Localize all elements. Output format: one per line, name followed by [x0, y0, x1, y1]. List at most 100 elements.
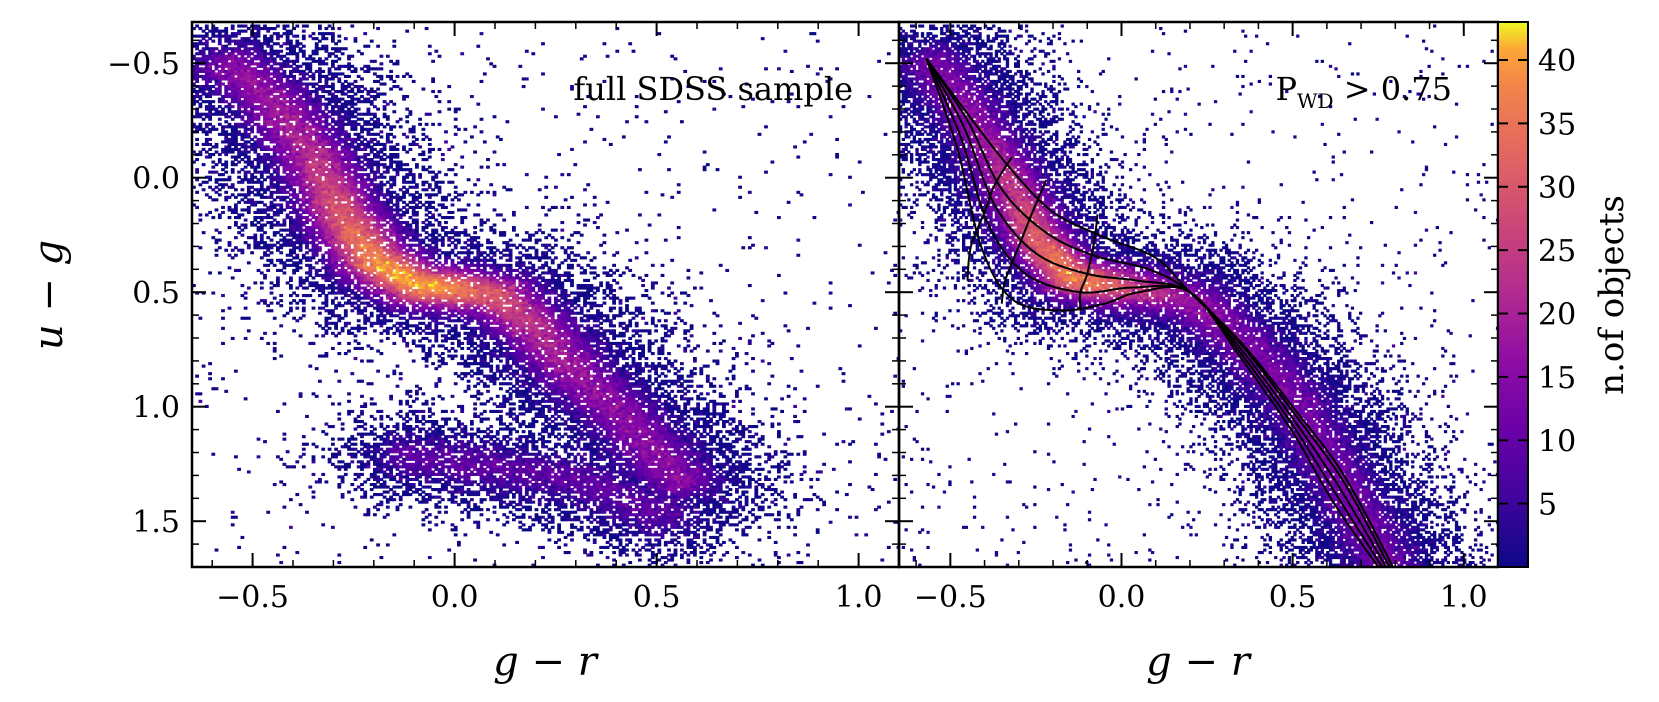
- heatmap-cell: [305, 276, 309, 280]
- heatmap-cell: [214, 185, 219, 189]
- heatmap-cell: [266, 170, 271, 174]
- heatmap-cell: [356, 74, 361, 78]
- heatmap-cell: [308, 155, 313, 159]
- heatmap-cell: [321, 180, 326, 184]
- heatmap-cell: [337, 263, 342, 267]
- heatmap-cell: [301, 221, 306, 225]
- heatmap-cell: [292, 208, 296, 212]
- heatmap-cell: [334, 198, 338, 202]
- heatmap-cell: [311, 185, 316, 189]
- heatmap-cell: [392, 372, 397, 376]
- heatmap-cell: [266, 135, 271, 139]
- heatmap-cell: [311, 243, 316, 247]
- heatmap-cell: [259, 145, 264, 149]
- heatmap-cell: [253, 24, 258, 28]
- heatmap-cell: [337, 437, 342, 441]
- heatmap-cell: [269, 261, 274, 265]
- heatmap-cell: [331, 243, 335, 247]
- heatmap-cell: [385, 500, 390, 504]
- heatmap-cell: [369, 359, 374, 363]
- heatmap-cell: [305, 135, 309, 139]
- heatmap-cell: [227, 178, 232, 182]
- heatmap-cell: [314, 175, 319, 179]
- heatmap-cell: [282, 102, 287, 106]
- heatmap-cell: [269, 82, 274, 86]
- heatmap-cell: [318, 69, 322, 73]
- heatmap-cell: [298, 147, 303, 151]
- heatmap-cell: [321, 447, 326, 451]
- heatmap-cell: [263, 216, 267, 220]
- heatmap-cell: [263, 100, 267, 104]
- heatmap-cell: [324, 218, 329, 222]
- heatmap-cell: [324, 132, 329, 136]
- heatmap-cell: [253, 82, 258, 86]
- heatmap-cell: [367, 569, 371, 572]
- heatmap-cell: [324, 271, 329, 275]
- heatmap-cell: [285, 311, 290, 315]
- heatmap-cell: [211, 236, 216, 240]
- heatmap-cell: [234, 236, 238, 240]
- heatmap-cell: [289, 248, 293, 252]
- heatmap-cell: [321, 223, 326, 227]
- heatmap-cell: [211, 188, 216, 192]
- heatmap-cell: [318, 180, 322, 184]
- heatmap-cell: [347, 266, 351, 270]
- heatmap-cell: [324, 147, 329, 151]
- heatmap-cell: [224, 130, 229, 134]
- heatmap-cell: [217, 74, 222, 78]
- heatmap-cell: [347, 57, 351, 61]
- heatmap-cell: [201, 231, 206, 235]
- heatmap-cell: [240, 233, 245, 237]
- heatmap-cell: [305, 137, 309, 141]
- heatmap-cell: [289, 102, 293, 106]
- heatmap-cell: [314, 218, 319, 222]
- heatmap-cell: [308, 178, 313, 182]
- heatmap-cell: [376, 125, 380, 129]
- heatmap-cell: [311, 59, 316, 63]
- heatmap-cell: [243, 200, 248, 204]
- heatmap-cell: [318, 59, 322, 63]
- heatmap-cell: [240, 125, 245, 129]
- heatmap-cell: [324, 352, 329, 356]
- heatmap-cell: [276, 213, 280, 217]
- heatmap-cell: [298, 223, 303, 227]
- heatmap-cell: [337, 190, 342, 194]
- heatmap-cell: [408, 130, 413, 134]
- heatmap-cell: [408, 253, 413, 257]
- heatmap-cell: [327, 457, 332, 461]
- heatmap-cell: [269, 185, 274, 189]
- heatmap-cell: [376, 44, 380, 48]
- heatmap-cell: [356, 485, 361, 489]
- heatmap-cell: [217, 216, 222, 220]
- heatmap-cell: [331, 273, 335, 277]
- heatmap-cell: [298, 168, 303, 172]
- heatmap-cell: [250, 173, 254, 177]
- heatmap-cell: [230, 170, 235, 174]
- heatmap-cell: [237, 175, 241, 179]
- heatmap-cell: [237, 85, 241, 89]
- heatmap-cell: [282, 198, 287, 202]
- heatmap-cell: [337, 475, 342, 479]
- heatmap-cell: [301, 155, 306, 159]
- heatmap-cell: [214, 253, 219, 257]
- heatmap-cell: [327, 218, 332, 222]
- heatmap-cell: [289, 112, 293, 116]
- heatmap-cell: [334, 100, 338, 104]
- heatmap-cell: [276, 553, 280, 557]
- heatmap-cell: [234, 112, 238, 116]
- heatmap-cell: [279, 74, 284, 78]
- heatmap-cell: [408, 349, 413, 353]
- heatmap-cell: [366, 153, 371, 157]
- heatmap-cell: [327, 278, 332, 282]
- heatmap-cell: [230, 183, 235, 187]
- heatmap-cell: [208, 95, 212, 99]
- heatmap-cell: [246, 178, 251, 182]
- heatmap-cell: [214, 107, 219, 111]
- heatmap-cell: [301, 122, 306, 126]
- heatmap-cell: [243, 241, 248, 245]
- heatmap-cell: [298, 165, 303, 169]
- heatmap-cell: [266, 130, 271, 134]
- heatmap-cell: [253, 140, 258, 144]
- heatmap-cell: [243, 52, 248, 56]
- heatmap-cell: [246, 208, 251, 212]
